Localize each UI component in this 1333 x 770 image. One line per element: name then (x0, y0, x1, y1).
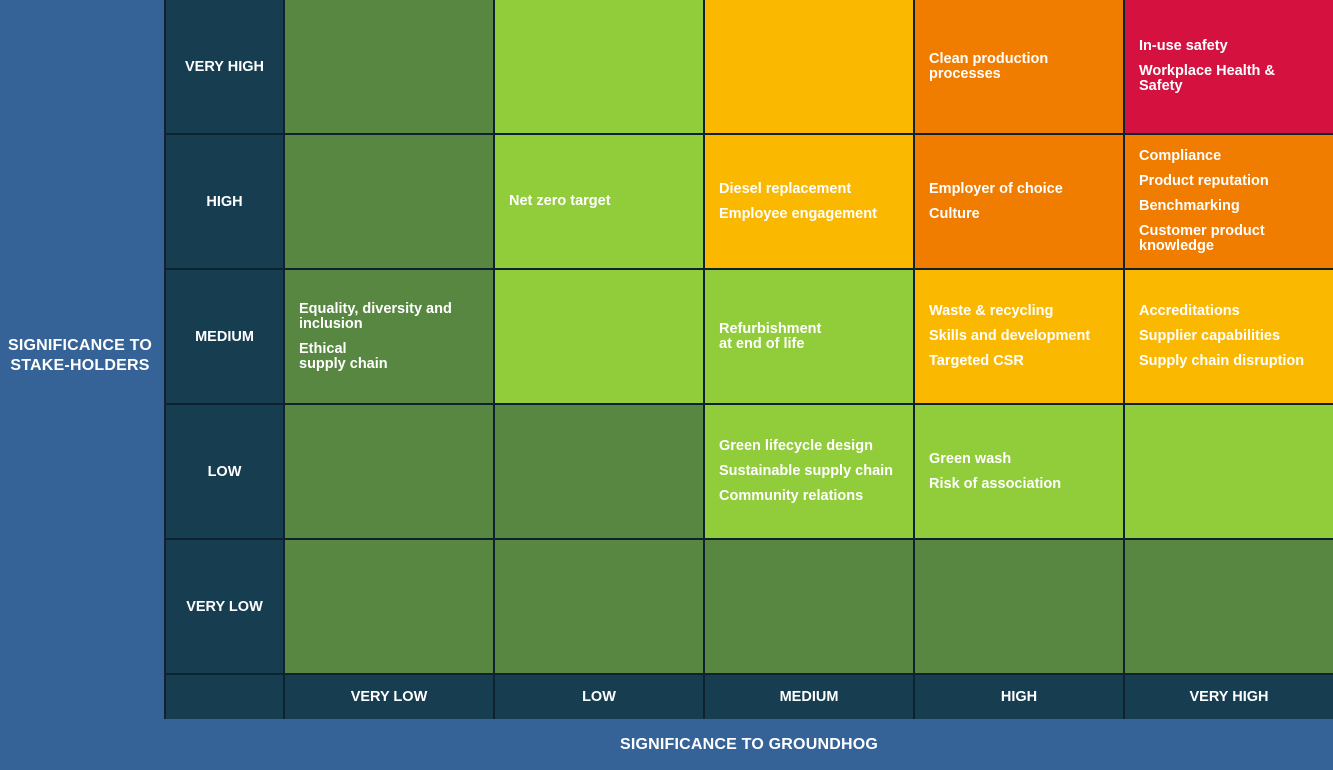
matrix-cell: Compliance Product reputation Benchmarking… (1125, 135, 1333, 268)
matrix-cell-item: Employee engagement (719, 205, 877, 222)
matrix-cell-item: Risk of association (929, 475, 1062, 492)
matrix-cell-item: Green wash (929, 450, 1012, 467)
matrix-cell (1125, 405, 1333, 538)
matrix-cell-item: Targeted CSR (929, 353, 1024, 369)
matrix-cell-item: Ethical supply chain (299, 340, 388, 372)
matrix-cell (705, 0, 913, 133)
matrix-cell-item: Diesel replacement (719, 180, 852, 197)
column-label: HIGH (915, 675, 1123, 719)
column-label: LOW (495, 675, 703, 719)
matrix-cell (1125, 540, 1333, 673)
matrix-cell-item: Waste & recycling (929, 303, 1054, 319)
matrix-cell (495, 0, 703, 133)
column-label: VERY LOW (285, 675, 493, 719)
row-label: HIGH (166, 135, 283, 268)
row-label: VERY LOW (166, 540, 283, 673)
matrix-cell (285, 540, 493, 673)
y-axis-title: SIGNIFICANCE TO STAKE-HOLDERS (7, 337, 153, 374)
row-label: LOW (166, 405, 283, 538)
row-label: VERY HIGH (166, 0, 283, 133)
matrix-cell: Green lifecycle design Sustainable supply… (705, 405, 913, 538)
matrix-cell (915, 540, 1123, 673)
matrix-cell-item: Clean production processes (929, 50, 1049, 82)
matrix-cell: Equality, diversity and inclusion Ethical… (285, 270, 493, 403)
matrix-cell: In-use safety Workplace Health & Safety (1125, 0, 1333, 133)
matrix-cell: Employer of choice Culture (915, 135, 1123, 268)
matrix-cell-item: Skills and development (929, 328, 1091, 344)
matrix-cell-item: Customer product knowledge (1139, 223, 1265, 254)
column-label: VERY HIGH (1125, 675, 1333, 719)
matrix-cell (285, 0, 493, 133)
matrix-cell (495, 405, 703, 538)
matrix-cell (285, 405, 493, 538)
matrix-cell-item: Refurbishment at end of life (719, 320, 822, 352)
matrix-cell-item: Community relations (719, 488, 864, 504)
materiality-matrix: VERY HIGH Clean production processes In-us… (164, 0, 1333, 719)
matrix-cell (705, 540, 913, 673)
matrix-cell-item: Workplace Health & Safety (1139, 63, 1275, 94)
axis-corner (166, 675, 283, 719)
matrix-cell-item: Accreditations (1139, 303, 1240, 319)
row-label: MEDIUM (166, 270, 283, 403)
matrix-cell: Net zero target (495, 135, 703, 268)
matrix-cell-item: Supply chain disruption (1139, 353, 1305, 369)
matrix-cell: Accreditations Supplier capabilities Suppl… (1125, 270, 1333, 403)
matrix-cell-item: Product reputation (1139, 173, 1269, 189)
matrix-cell-item: Culture (929, 205, 980, 222)
column-label: MEDIUM (705, 675, 913, 719)
matrix-cell-item: Supplier capabilities (1139, 328, 1281, 344)
matrix-cell (495, 270, 703, 403)
matrix-cell: Clean production processes (915, 0, 1123, 133)
matrix-cell: Waste & recycling Skills and development T… (915, 270, 1123, 403)
matrix-cell-item: Compliance (1139, 148, 1222, 164)
matrix-cell (495, 540, 703, 673)
matrix-cell (285, 135, 493, 268)
matrix-cell-item: Sustainable supply chain (719, 463, 894, 479)
x-axis-title: SIGNIFICANCE TO GROUNDHOG (619, 736, 879, 753)
matrix-cell-item: In-use safety (1139, 38, 1228, 54)
matrix-cell-item: Net zero target (509, 193, 611, 209)
matrix-cell-item: Employer of choice (929, 180, 1063, 197)
matrix-cell-item: Benchmarking (1139, 198, 1240, 214)
matrix-cell: Green wash Risk of association (915, 405, 1123, 538)
matrix-cell-item: Green lifecycle design (719, 438, 873, 454)
matrix-cell: Diesel replacement Employee engagement (705, 135, 913, 268)
matrix-cell-item: Equality, diversity and inclusion (299, 300, 452, 332)
matrix-cell: Refurbishment at end of life (705, 270, 913, 403)
